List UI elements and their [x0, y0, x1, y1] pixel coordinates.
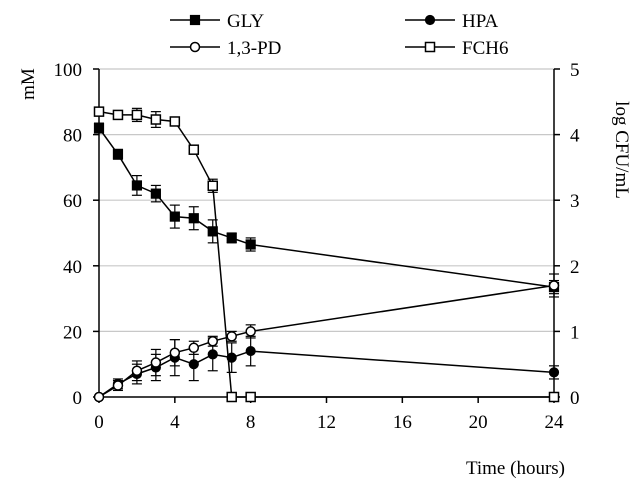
legend-item-1-3-pd: 1,3-PD	[170, 38, 281, 59]
series-gly	[93, 122, 560, 295]
gly-point	[112, 149, 124, 160]
fch6-point	[548, 391, 560, 403]
hpa-line	[98, 350, 555, 398]
gly-line	[98, 127, 555, 288]
legend: GLY HPA 1,3-PD FCH6	[170, 11, 508, 59]
x-tick-label: 24	[545, 412, 565, 433]
x-tick-label: 12	[317, 412, 336, 433]
hpa-point	[226, 352, 237, 363]
fch6-point	[207, 180, 218, 192]
y-tick-label: 80	[63, 126, 82, 147]
y2-tick-label: 5	[570, 60, 580, 81]
gly-point	[245, 239, 256, 250]
legend-label: HPA	[462, 11, 499, 32]
fch6-point	[245, 391, 256, 403]
gly-point	[150, 188, 161, 199]
1-3-pd-point	[548, 280, 560, 291]
1-3-pd-point	[189, 41, 201, 53]
y-tick-label: 0	[73, 388, 83, 409]
1-3-pd-point	[131, 365, 143, 377]
legend-label: 1,3-PD	[227, 38, 281, 59]
series-1-3-pd	[93, 273, 560, 403]
x-axis-label: Time (hours)	[466, 458, 565, 479]
fch6-point	[226, 391, 237, 403]
gly-point	[189, 14, 201, 26]
1-3-pd-point	[93, 391, 105, 403]
1-3-pd-point	[245, 326, 256, 337]
hpa-point	[207, 349, 218, 360]
gly-point	[131, 180, 143, 191]
1-3-pd-point	[207, 335, 218, 347]
y-axis-label: mM	[18, 68, 39, 100]
fch6-point	[112, 109, 124, 121]
legend-item-fch6: FCH6	[405, 38, 508, 59]
y2-tick-label: 2	[570, 257, 580, 278]
fch6-point	[169, 116, 181, 127]
x-tick-label: 16	[393, 412, 412, 433]
axes	[93, 68, 560, 403]
x-tick-label: 8	[246, 412, 256, 433]
y2-tick-label: 0	[570, 388, 580, 409]
fch6-point	[150, 114, 162, 125]
y2-axis-label: log CFU/mL	[611, 101, 632, 199]
legend-item-gly: GLY	[170, 11, 264, 32]
hpa-point	[188, 359, 199, 370]
x-tick-label: 4	[170, 412, 180, 433]
y2-tick-label: 1	[570, 322, 580, 343]
y-tick-label: 100	[54, 60, 83, 81]
gly-point	[226, 232, 237, 244]
legend-item-hpa: HPA	[405, 11, 499, 32]
1-3-pd-point	[188, 342, 200, 354]
fch6-point	[93, 106, 105, 117]
1-3-pd-point	[226, 331, 237, 342]
x-tick-label: 0	[94, 412, 104, 433]
1-3-pd-point	[150, 357, 162, 368]
gly-point	[188, 213, 199, 224]
gly-point	[169, 211, 180, 222]
y-tick-label: 60	[63, 191, 82, 212]
1-3-pd-line	[98, 284, 555, 398]
fch6-point	[188, 144, 200, 155]
fch6-line	[98, 110, 554, 398]
series-hpa	[93, 335, 560, 403]
1-3-pd-point	[112, 380, 124, 391]
legend-label: FCH6	[462, 38, 508, 59]
x-tick-label: 20	[469, 412, 488, 433]
1-3-pd-point	[169, 347, 181, 358]
y2-tick-label: 4	[570, 126, 580, 147]
legend-label: GLY	[227, 11, 264, 32]
fch6-point	[131, 109, 143, 121]
series-layer	[93, 106, 560, 403]
gly-point	[93, 122, 105, 134]
fch6-point	[424, 41, 436, 53]
hpa-point	[245, 345, 256, 357]
y-tick-label: 40	[63, 257, 82, 278]
series-fch6	[93, 106, 560, 403]
y2-tick-label: 3	[570, 191, 580, 212]
hpa-point	[548, 367, 560, 378]
gridlines	[99, 68, 554, 332]
y-tick-label: 20	[63, 322, 82, 343]
hpa-point	[424, 14, 436, 26]
